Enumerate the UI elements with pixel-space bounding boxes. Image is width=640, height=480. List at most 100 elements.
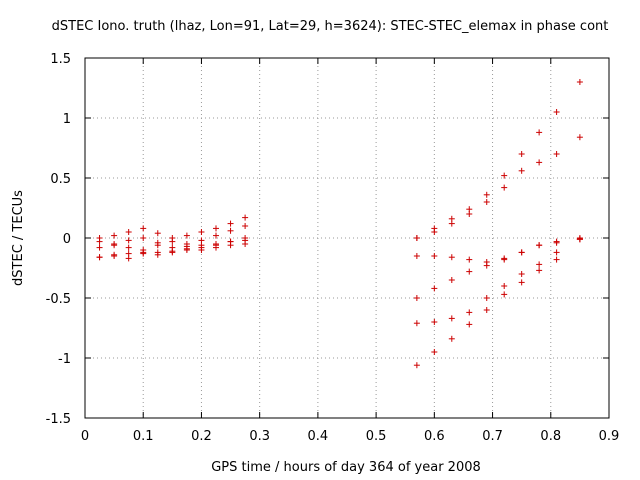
data-point [483, 307, 490, 313]
data-point [518, 279, 525, 286]
data-point [242, 214, 249, 221]
data-point [183, 232, 190, 239]
data-point [183, 247, 190, 253]
chart-title: dSTEC Iono. truth (lhaz, Lon=91, Lat=29,… [52, 19, 609, 34]
y-axis-label: dSTEC / TECUs [11, 190, 26, 286]
x-tick-label: 0.6 [424, 429, 445, 444]
data-point [553, 239, 560, 246]
x-tick-label: 0.1 [133, 429, 154, 444]
data-point [501, 283, 508, 289]
x-tick-label: 0.2 [191, 429, 212, 444]
data-point [466, 321, 473, 328]
data-point [466, 309, 473, 316]
data-point [154, 230, 161, 237]
data-point [483, 199, 490, 205]
y-tick-label: 0 [63, 232, 71, 247]
data-point [553, 151, 560, 157]
data-point [111, 253, 118, 259]
data-point [227, 242, 234, 249]
data-point [466, 256, 473, 263]
data-point [140, 235, 147, 241]
data-point [576, 236, 583, 243]
data-point [227, 227, 234, 234]
data-point [413, 253, 420, 259]
data-point [553, 109, 560, 115]
data-point [483, 191, 490, 198]
data-point [431, 319, 438, 325]
x-tick-label: 0.9 [599, 429, 620, 444]
data-point [518, 249, 525, 256]
data-point [198, 229, 205, 235]
data-point [413, 235, 420, 241]
data-point [553, 249, 560, 256]
data-point [111, 241, 118, 247]
data-point [431, 349, 438, 355]
data-point [536, 267, 543, 274]
data-point [213, 232, 219, 239]
data-point [169, 238, 176, 245]
data-point [501, 184, 508, 191]
data-points [96, 79, 583, 369]
x-tick-label: 0.3 [249, 429, 270, 444]
y-tick-label: 0.5 [50, 172, 71, 187]
data-point [501, 291, 508, 298]
data-point [536, 242, 543, 249]
data-point [501, 172, 508, 179]
data-point [96, 244, 103, 251]
data-point [413, 295, 420, 301]
data-point [483, 262, 490, 269]
data-point [431, 285, 438, 292]
y-tick-label: -1 [58, 352, 71, 367]
data-point [154, 242, 161, 249]
data-point [448, 335, 455, 342]
data-point [483, 295, 490, 301]
data-point [96, 254, 103, 261]
x-tick-label: 0.4 [308, 429, 329, 444]
data-point [536, 129, 543, 136]
data-point [536, 261, 543, 268]
y-tick-label: -1.5 [46, 412, 71, 427]
data-point [553, 256, 560, 263]
data-point [501, 256, 508, 263]
data-point [448, 315, 455, 322]
plot-frame [84, 57, 610, 419]
data-point [448, 277, 455, 283]
data-point [213, 244, 219, 251]
data-point [518, 151, 525, 157]
data-point [413, 362, 420, 369]
data-point [536, 159, 543, 166]
data-point [431, 229, 438, 235]
data-point [576, 79, 583, 85]
x-tick-label: 0.5 [366, 429, 387, 444]
data-point [448, 254, 455, 261]
x-tick-label: 0.7 [482, 429, 503, 444]
data-point [242, 223, 249, 229]
data-point [466, 268, 473, 275]
data-point [413, 320, 420, 327]
data-point [431, 253, 438, 259]
data-point [125, 229, 132, 235]
grid [85, 58, 609, 418]
y-tick-label: 1 [63, 112, 71, 127]
data-point [576, 134, 583, 141]
data-point [518, 167, 525, 174]
data-point [111, 232, 118, 239]
data-point [96, 238, 103, 245]
x-tick-label: 0.8 [540, 429, 561, 444]
data-point [213, 225, 219, 232]
data-point [140, 250, 147, 257]
data-point [448, 220, 455, 227]
data-point [125, 250, 132, 257]
data-point [125, 237, 132, 244]
data-point [154, 249, 161, 256]
data-point [227, 220, 234, 227]
data-point [242, 241, 249, 247]
data-point [198, 244, 205, 251]
data-point [518, 271, 525, 277]
data-point [140, 225, 147, 232]
data-point [169, 249, 176, 256]
data-point [466, 211, 473, 217]
x-axis-label: GPS time / hours of day 364 of year 2008 [211, 460, 481, 475]
ticks: 0 0.1 0.2 0.3 0.4 0.5 0.6 0.7 0.8 0.9 -1.5 -1 -0.5 0 0… [46, 52, 620, 444]
